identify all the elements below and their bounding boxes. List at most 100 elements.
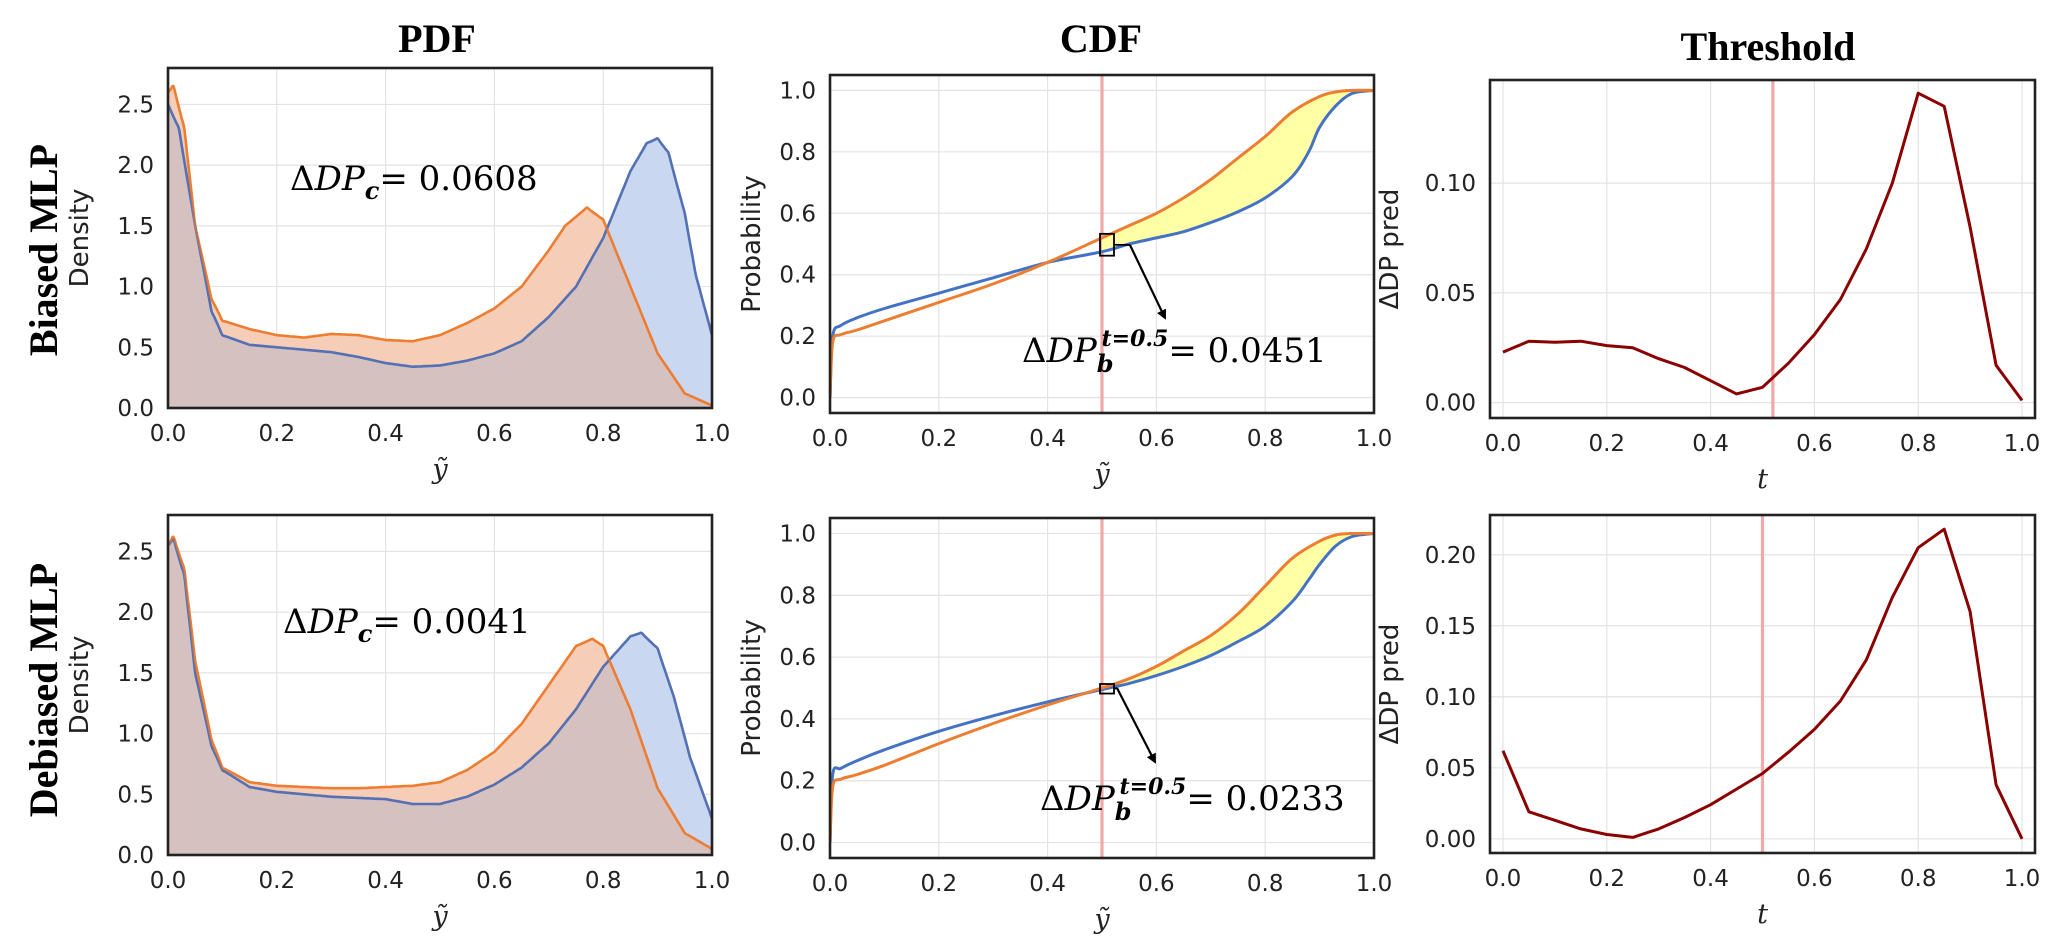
y-tick-label: 0.0	[117, 843, 154, 869]
x-tick-label: 0.0	[812, 426, 849, 452]
y-axis-label: ΔDP pred	[1375, 624, 1405, 745]
series-line-blue	[830, 88, 1374, 398]
y-tick-label: 0.4	[779, 263, 816, 289]
threshold-series-line	[1502, 91, 2024, 402]
y-tick-label: 1.0	[779, 78, 816, 104]
column-title-cdf: CDF	[1060, 16, 1142, 61]
overlap-fill	[168, 104, 712, 408]
x-tick-label: 0.8	[585, 868, 622, 894]
x-tick-label: 0.6	[1796, 866, 1833, 892]
x-tick-label: 1.0	[694, 868, 731, 894]
y-tick-label: 2.5	[117, 539, 154, 565]
axes-frame	[828, 73, 1376, 415]
x-tick-label: 0.4	[1029, 426, 1066, 452]
plot-area	[1502, 80, 2024, 418]
y-tick-label: 0.2	[779, 769, 816, 795]
callout-line	[1113, 687, 1118, 690]
axes-frame	[1488, 513, 2037, 855]
cdf-gap-fill	[1102, 533, 1374, 690]
y-tick-label: 2.0	[117, 600, 154, 626]
y-tick-label: 0.10	[1425, 685, 1476, 711]
chart-cdf-debiased: 0.0 0.2 0.4 0.6 0.8 1.0 0.0 0.2 0.4 0.6 0.8 1.0 ỹ Pro…	[737, 516, 1392, 935]
delta-annotation: ΔDPbt=0.5= 0.0233	[1040, 774, 1345, 826]
x-tick-label: 0.4	[1692, 431, 1729, 457]
delta-annotation: ΔDPc= 0.0041	[283, 602, 531, 648]
x-axis-label: ỹ	[1093, 904, 1110, 935]
x-tick-label: 0.4	[367, 421, 404, 447]
y-tick-label: 1.0	[779, 521, 816, 547]
chart-thr-biased: 0.0 0.2 0.4 0.6 0.8 1.0 0.00 0.05 0.10 t ΔDP pred	[1375, 78, 2040, 495]
y-tick-label: 1.5	[117, 661, 154, 687]
annotation-part: = 0.0608	[379, 159, 537, 199]
x-tick-label: 0.6	[476, 421, 513, 447]
callout-arrow	[1116, 687, 1156, 764]
panels: 0.0 0.2 0.4 0.6 0.8 1.0 0.0 0.5 1.0 1.5 2.0 2.5 ỹ Den…	[65, 66, 2040, 935]
annotation-part: = 0.0233	[1186, 779, 1344, 819]
axes-frame	[828, 516, 1376, 860]
y-tick-label: 1.0	[117, 275, 154, 301]
x-tick-label: 0.2	[921, 426, 958, 452]
y-axis-label: Probability	[737, 175, 767, 312]
x-tick-label: 0.2	[259, 421, 296, 447]
x-tick-label: 0.0	[150, 421, 187, 447]
y-axis-label: Probability	[737, 619, 767, 756]
chart-pdf-debiased: 0.0 0.2 0.4 0.6 0.8 1.0 0.0 0.5 1.0 1.5 2.0 2.5 ỹ Den…	[65, 513, 731, 932]
plot-area	[1501, 515, 2024, 853]
x-tick-label: 0.8	[585, 421, 622, 447]
x-tick-label: 0.4	[1029, 871, 1066, 897]
y-axis-label: Density	[65, 636, 95, 735]
plot-area	[830, 518, 1374, 858]
x-axis-label: t	[1757, 899, 1768, 930]
x-axis-label: t	[1757, 464, 1768, 495]
y-tick-label: 0.0	[779, 386, 816, 412]
row-title-biased: Biased MLP	[21, 144, 66, 356]
annotation-part: t=0.5	[1119, 774, 1186, 800]
annotation-part: DP	[1046, 331, 1098, 371]
x-tick-label: 0.0	[150, 868, 187, 894]
annotation-part: t=0.5	[1101, 326, 1168, 352]
annotation-part: = 0.0041	[372, 602, 530, 642]
x-axis-label: ỹ	[431, 454, 448, 485]
y-tick-label: 0.20	[1425, 543, 1476, 569]
column-title-threshold: Threshold	[1681, 24, 1856, 69]
x-tick-label: 0.2	[921, 871, 958, 897]
y-tick-label: 0.5	[117, 782, 154, 808]
x-tick-label: 0.6	[1138, 871, 1175, 897]
annotation-part: DP	[1064, 779, 1116, 819]
series-line-orange	[830, 88, 1374, 398]
x-tick-label: 1.0	[694, 421, 731, 447]
threshold-series-line	[1501, 527, 2024, 840]
y-tick-label: 0.10	[1425, 171, 1476, 197]
y-tick-label: 0.6	[779, 645, 816, 671]
gap-marker-box	[1099, 232, 1115, 257]
y-tick-label: 0.2	[779, 324, 816, 350]
x-tick-label: 0.2	[1588, 866, 1625, 892]
chart-pdf-biased: 0.0 0.2 0.4 0.6 0.8 1.0 0.0 0.5 1.0 1.5 2.0 2.5 ỹ Den…	[65, 66, 731, 485]
annotation-part: Δ	[283, 602, 308, 642]
y-tick-label: 0.00	[1425, 827, 1476, 853]
annotation-part: Δ	[1022, 331, 1047, 371]
series-line-orange	[168, 535, 712, 851]
y-tick-label: 0.6	[779, 201, 816, 227]
x-tick-label: 0.2	[259, 868, 296, 894]
y-tick-label: 0.8	[779, 583, 816, 609]
annotation-part: = 0.0451	[1168, 331, 1326, 371]
y-tick-label: 0.0	[117, 396, 154, 422]
x-axis-label: ỹ	[1093, 459, 1110, 490]
y-tick-label: 0.05	[1425, 756, 1476, 782]
cdf-gap-fill	[1102, 90, 1374, 252]
x-tick-label: 0.4	[1692, 866, 1729, 892]
overlap-fill	[168, 539, 712, 855]
y-tick-label: 1.0	[117, 722, 154, 748]
annotation-part: b	[1097, 349, 1114, 378]
delta-annotation: ΔDPbt=0.5= 0.0451	[1022, 326, 1327, 378]
x-tick-label: 0.0	[1485, 866, 1522, 892]
x-tick-label: 0.0	[812, 871, 849, 897]
y-tick-label: 0.8	[779, 140, 816, 166]
series-line-orange	[168, 84, 712, 407]
series-line-orange	[830, 531, 1374, 843]
x-tick-label: 0.6	[1138, 426, 1175, 452]
plot-area	[168, 535, 712, 855]
annotation-part: b	[1115, 797, 1132, 826]
column-title-pdf: PDF	[398, 16, 476, 61]
